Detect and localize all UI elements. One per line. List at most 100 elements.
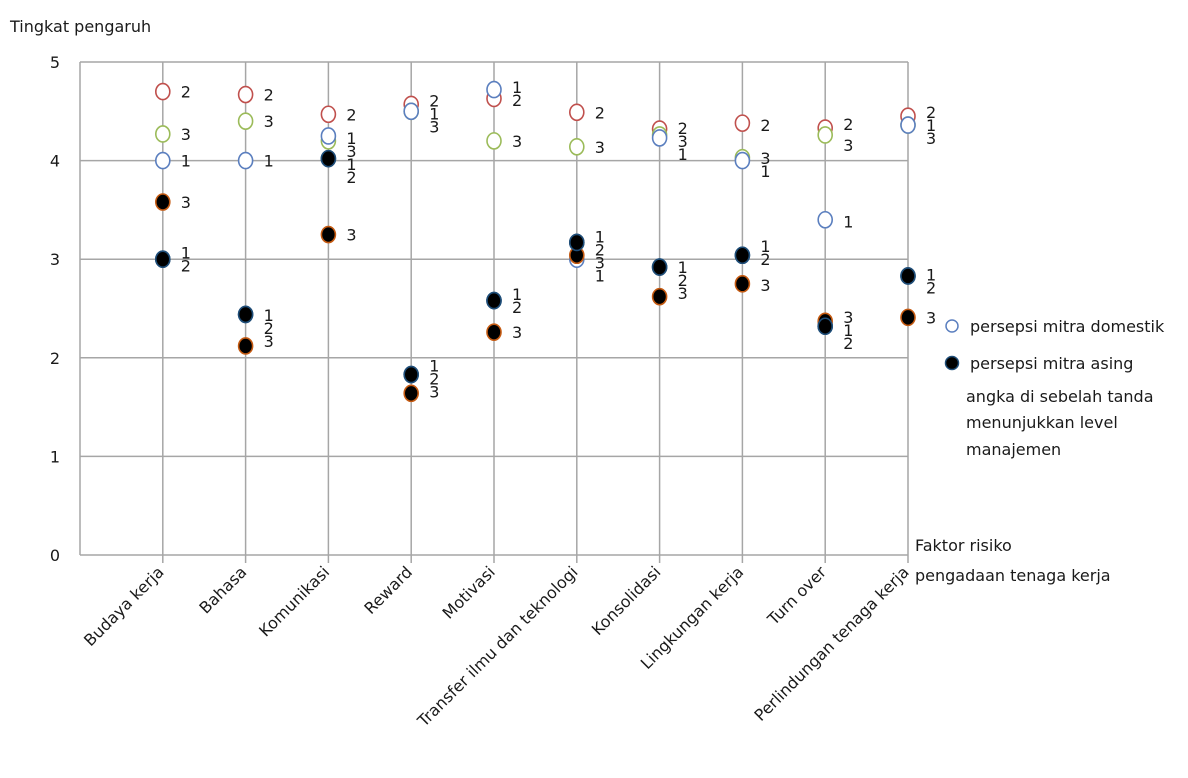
- point-level-label: 2: [512, 298, 522, 317]
- point-level-label: 1: [346, 155, 356, 174]
- point-level-label: 2: [595, 241, 605, 260]
- point-level-label: 3: [843, 308, 853, 327]
- point-level-label: 3: [760, 149, 770, 168]
- x-axis-title-line-1: Faktor risiko: [915, 536, 1012, 555]
- y-tick-label: 4: [50, 152, 60, 171]
- category-label: Komunikasi: [255, 562, 333, 640]
- point-level-label: 3: [926, 308, 936, 327]
- point-foreign-level-3: [403, 384, 420, 403]
- point-level-label: 2: [926, 103, 936, 122]
- point-domestic-level-1: [320, 127, 337, 145]
- point-level-label: 3: [760, 276, 770, 295]
- point-level-label: 2: [760, 250, 770, 269]
- point-level-label: 1: [595, 228, 605, 247]
- point-level-label: 3: [264, 332, 274, 351]
- point-level-label: 1: [429, 357, 439, 376]
- point-level-label: 3: [595, 254, 605, 273]
- point-foreign-level-3: [155, 193, 171, 211]
- category-labels: Budaya kerja Bahasa Komunikasi Reward Motiva…: [80, 562, 913, 731]
- point-domestic-level-1: [651, 129, 668, 147]
- point-foreign-level-1: [568, 233, 585, 252]
- point-level-label: 1: [760, 237, 770, 256]
- point-foreign-level-3: [237, 337, 254, 355]
- legend-domestic-marker: [945, 319, 959, 333]
- legend-note-line-1: angka di sebelah tanda: [966, 387, 1154, 406]
- point-level-label: 3: [429, 383, 439, 402]
- point-level-label: 1: [181, 244, 191, 263]
- point-foreign-level-1: [155, 250, 171, 269]
- point-level-label: 3: [181, 193, 191, 212]
- point-domestic-level-3: [155, 125, 171, 143]
- point-level-label: 3: [843, 136, 853, 155]
- point-level-label: 1: [512, 78, 522, 97]
- point-domestic-level-1: [403, 102, 420, 121]
- point-foreign-level-1: [237, 305, 254, 324]
- point-level-label: 1: [678, 145, 688, 164]
- point-level-label: 1: [843, 321, 853, 340]
- point-level-label: 1: [926, 116, 936, 135]
- point-level-label: 3: [512, 132, 522, 151]
- y-tick-label: 3: [50, 250, 60, 269]
- point-foreign-level-1: [817, 317, 834, 336]
- point-level-labels: 2313122311232131232131231231232312312311…: [181, 78, 936, 401]
- point-level-label: 1: [843, 213, 853, 232]
- category-label: Budaya kerja: [80, 562, 168, 650]
- point-foreign-level-3: [900, 308, 916, 327]
- point-level-label: 2: [346, 105, 356, 124]
- point-domestic-level-1: [237, 151, 254, 170]
- point-level-label: 3: [346, 142, 356, 161]
- point-level-label: 2: [181, 257, 191, 276]
- point-level-label: 1: [264, 152, 274, 171]
- point-domestic-level-1: [900, 116, 916, 134]
- point-foreign-level-1: [651, 258, 668, 276]
- data-points: [155, 80, 916, 403]
- point-foreign-level-3: [734, 275, 751, 293]
- point-level-label: 3: [926, 129, 936, 148]
- legend-foreign-label: persepsi mitra asing: [970, 354, 1133, 373]
- point-level-label: 3: [678, 284, 688, 303]
- point-level-label: 1: [926, 265, 936, 284]
- point-foreign-level-3: [651, 287, 668, 306]
- point-level-label: 3: [264, 112, 274, 131]
- point-level-label: 1: [346, 129, 356, 148]
- point-level-label: 2: [843, 115, 853, 134]
- point-level-label: 1: [595, 267, 605, 286]
- point-level-label: 2: [926, 278, 936, 297]
- point-level-label: 2: [346, 168, 356, 187]
- legend: persepsi mitra domestik persepsi mitra a…: [944, 317, 1165, 459]
- point-level-label: 2: [181, 83, 191, 102]
- point-domestic-level-3: [568, 137, 585, 156]
- point-level-label: 2: [264, 86, 274, 105]
- legend-note-line-3: manajemen: [966, 440, 1061, 459]
- category-label: Transfer ilmu dan teknologi: [413, 562, 582, 731]
- point-level-label: 3: [181, 125, 191, 144]
- point-foreign-level-1: [734, 246, 751, 265]
- y-axis-title: Tingkat pengaruh: [9, 17, 151, 36]
- point-domestic-level-2: [320, 105, 337, 124]
- point-level-label: 3: [429, 117, 439, 136]
- category-label: Reward: [360, 562, 416, 618]
- point-foreign-level-3: [486, 323, 502, 341]
- point-level-label: 1: [264, 306, 274, 325]
- category-label: Motivasi: [438, 562, 498, 622]
- point-level-label: 1: [678, 258, 688, 277]
- point-domestic-level-1: [817, 210, 834, 229]
- y-tick-label: 2: [50, 349, 60, 368]
- point-level-label: 1: [181, 152, 191, 171]
- point-foreign-level-3: [320, 225, 337, 244]
- point-domestic-level-2: [237, 85, 254, 104]
- point-foreign-level-1: [486, 291, 502, 310]
- point-domestic-level-2: [155, 82, 171, 101]
- point-level-label: 3: [595, 138, 605, 157]
- point-domestic-level-1: [486, 80, 502, 99]
- point-foreign-level-1: [403, 365, 420, 384]
- point-level-label: 3: [678, 132, 688, 151]
- category-label: Perlindungan tenaga kerja: [750, 562, 912, 724]
- point-foreign-level-1: [900, 267, 916, 285]
- point-level-label: 2: [264, 319, 274, 338]
- point-level-label: 1: [429, 104, 439, 123]
- y-tick-label: 0: [50, 546, 60, 565]
- point-level-label: 2: [595, 103, 605, 122]
- point-domestic-level-3: [237, 112, 254, 130]
